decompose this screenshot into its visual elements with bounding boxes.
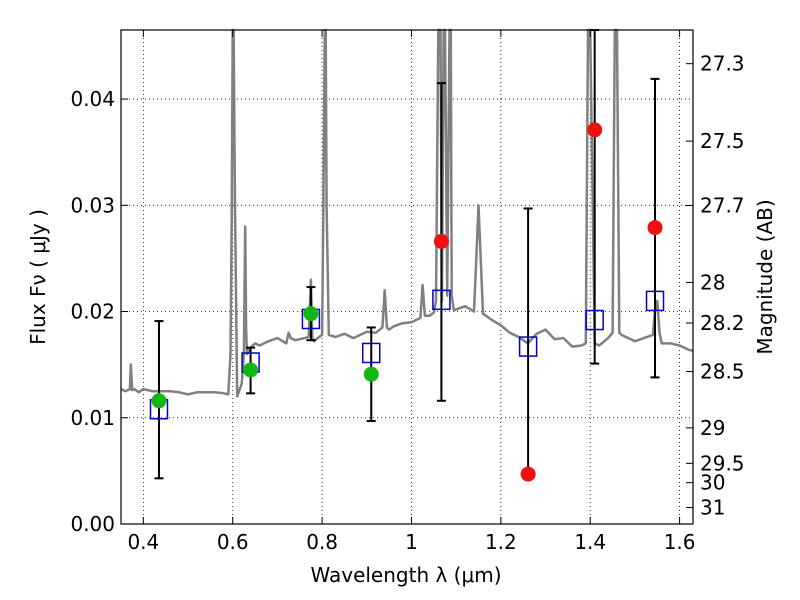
flux-point-marker bbox=[520, 466, 536, 482]
right-tick-label: 27.5 bbox=[700, 129, 745, 153]
right-tick-label: 29.5 bbox=[700, 451, 745, 475]
model-square-marker bbox=[585, 309, 604, 331]
x-tick-label: 0.8 bbox=[306, 530, 338, 554]
plot-frame bbox=[120, 29, 694, 525]
y-tick-label: 0.03 bbox=[70, 193, 115, 217]
flux-point-marker bbox=[303, 306, 319, 322]
right-tick-label: 27.3 bbox=[700, 52, 745, 76]
right-tick-label: 31 bbox=[700, 496, 725, 520]
right-tick-label: 30 bbox=[700, 471, 725, 495]
right-tick-label: 27.7 bbox=[700, 194, 745, 218]
flux-point-marker bbox=[151, 393, 167, 409]
spectrum-line bbox=[120, 28, 694, 398]
y-tick-label: 0.00 bbox=[70, 512, 115, 536]
flux-point-marker bbox=[433, 233, 449, 249]
y-tick-label: 0.04 bbox=[70, 87, 115, 111]
model-square-marker bbox=[645, 290, 665, 312]
y-tick-label: 0.01 bbox=[70, 406, 115, 430]
right-tick-label: 28.2 bbox=[700, 311, 745, 335]
right-tick-label: 28.5 bbox=[700, 360, 745, 384]
flux-point-marker bbox=[647, 220, 663, 236]
right-tick-label: 29 bbox=[700, 416, 725, 440]
x-axis-label: Wavelength λ (μm) bbox=[310, 563, 501, 587]
right-y-axis-label: Magnitude (AB) bbox=[753, 199, 777, 354]
model-square-marker bbox=[362, 342, 381, 364]
gridlines bbox=[121, 30, 693, 524]
x-tick-label: 1.4 bbox=[574, 530, 606, 554]
x-tick-label: 0.4 bbox=[127, 530, 159, 554]
marker-layer bbox=[149, 122, 665, 482]
x-tick-label: 1.6 bbox=[664, 530, 696, 554]
model-square-marker bbox=[518, 336, 538, 357]
x-tick-label: 1.2 bbox=[485, 530, 517, 554]
right-tick-label: 28 bbox=[700, 270, 725, 294]
axis-ticks: 0.4 0.6 0.8 1 1.2 1.4 1.6 0.00 0.01 0.02 0.03 0.04 2… bbox=[70, 30, 745, 554]
y-axis-label: Flux Fν ( μJy ) bbox=[26, 209, 50, 345]
flux-point-marker bbox=[243, 362, 259, 378]
flux-point-marker bbox=[363, 366, 379, 382]
y-tick-label: 0.02 bbox=[70, 300, 115, 324]
model-square-marker bbox=[432, 289, 451, 311]
spectrum-layer bbox=[120, 28, 694, 398]
x-tick-label: 1 bbox=[405, 530, 418, 554]
flux-point-marker bbox=[587, 122, 603, 138]
x-tick-label: 0.6 bbox=[217, 530, 249, 554]
